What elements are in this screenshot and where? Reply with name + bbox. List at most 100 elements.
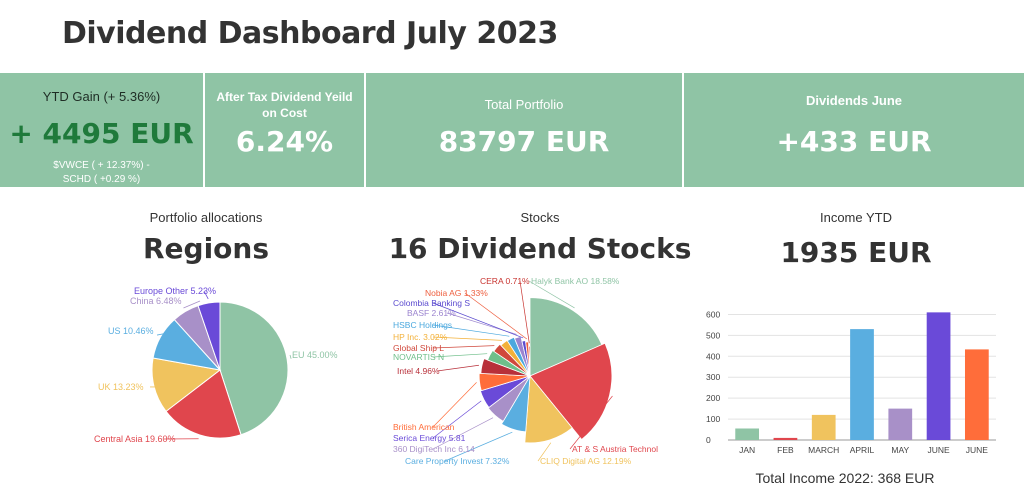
- stock-slice-novartis-n: [487, 349, 531, 377]
- y-tick-label: 300: [706, 372, 720, 382]
- stocks-pie-chart: Halyk Bank AO 18.58% AT & S Austria Techn…: [393, 276, 658, 466]
- pie-leader-line: [183, 300, 201, 309]
- stock-slice-360-digitech-inc: [487, 375, 531, 422]
- income-bar-june-6: [964, 349, 989, 440]
- income-bar-jan-0: [735, 428, 760, 440]
- pie-slice-label: US 10.46%: [108, 326, 154, 336]
- stock-slice-global-ship-l: [493, 343, 531, 377]
- stock-slice-label: CERA 0.71%: [480, 276, 530, 286]
- stock-slice-label: Nobia AG 1.33%: [425, 288, 488, 298]
- x-tick-label: JUNE: [966, 445, 989, 455]
- stock-slice-serica-energy: [479, 375, 531, 409]
- regions-section-title: Regions: [142, 232, 270, 265]
- stock-slice-cera: [528, 345, 531, 377]
- stock-slice-basf: [514, 335, 531, 377]
- pie-slice-label: Europe Other 5.23%: [134, 286, 216, 296]
- pie-slice-uk: [151, 357, 222, 413]
- stock-leader-line: [569, 395, 613, 450]
- y-tick-label: 400: [706, 351, 720, 361]
- pie-slice-label: Central Asia 19.60%: [94, 434, 176, 444]
- stock-slice-label: Colombia Banking S: [393, 298, 470, 308]
- stock-slice-label: Intel 4.96%: [397, 366, 440, 376]
- pie-slice-europe-other: [197, 301, 221, 371]
- kpi-portfolio-value: 83797 EUR: [438, 125, 610, 158]
- x-tick-label: FEB: [777, 445, 794, 455]
- stock-slice-label: Halyk Bank AO 18.58%: [531, 276, 620, 286]
- stock-slice-label: CLIQ Digital AG 12.19%: [540, 456, 632, 466]
- kpi-divider: [682, 73, 684, 187]
- stock-slice-cliq-digital-ag: [524, 374, 573, 444]
- kpi-total-portfolio: Total Portfolio 83797 EUR: [366, 73, 682, 187]
- income-bar-chart: 0 100 200 300 400 500 600 JAN FEB MARCH APRIL MAY JU…: [706, 309, 996, 455]
- income-bar-march-2: [811, 414, 836, 440]
- stock-slice-british-american: [478, 372, 531, 392]
- pie-slice-label: China 6.48%: [130, 296, 182, 306]
- stock-leader-line: [432, 400, 482, 439]
- stock-slice-label: NOVARTIS N: [393, 352, 444, 362]
- pie-leader-line: [289, 354, 292, 359]
- pie-slice-central-asia: [165, 369, 242, 439]
- kpi-june-value: +433 EUR: [776, 125, 932, 158]
- stock-leader-line: [432, 417, 494, 450]
- stock-slice-colombia-banking-s: [521, 340, 531, 377]
- stocks-section-title: 16 Dividend Stocks: [388, 232, 692, 265]
- kpi-ytd-label: YTD Gain (+ 5.36%): [42, 89, 161, 104]
- stock-slice-label: British American: [393, 422, 455, 432]
- income-bar-june-5: [926, 312, 951, 440]
- stocks-section-label: Stocks: [520, 210, 560, 225]
- stock-slice-label: AT & S Austria Technol: [572, 444, 658, 454]
- kpi-dividends-june: Dividends June +433 EUR: [684, 73, 1024, 187]
- pie-slice-label: UK 13.23%: [98, 382, 144, 392]
- stock-leader-line: [432, 353, 488, 358]
- x-tick-label: MAY: [891, 445, 909, 455]
- stock-slice-at-s-austria-technol: [529, 342, 613, 441]
- income-bar-may-4: [888, 408, 913, 440]
- stock-leader-line: [432, 345, 495, 349]
- stock-slice-care-property-invest: [501, 375, 531, 433]
- x-tick-label: APRIL: [850, 445, 875, 455]
- kpi-june-label: Dividends June: [805, 93, 903, 108]
- stock-leader-line: [537, 442, 552, 462]
- income-section-label: Income YTD: [819, 210, 892, 225]
- x-tick-label: MARCH: [808, 445, 839, 455]
- stock-leader-line: [432, 336, 503, 341]
- stock-slice-hsbc-holdings: [506, 336, 531, 377]
- stock-slice-halyk-bank-ao: [529, 297, 603, 377]
- income-bar-april-3: [850, 329, 874, 440]
- income-bar-feb-1: [773, 437, 798, 440]
- pie-slice-label: EU 45.00%: [292, 350, 338, 360]
- stock-slice-label: HSBC Holdings: [393, 320, 452, 330]
- y-tick-label: 600: [706, 309, 720, 319]
- regions-pie-chart: EU 45.00% Central Asia 19.60% UK 13.23% US …: [94, 286, 338, 444]
- y-tick-label: 100: [706, 414, 720, 424]
- stock-leader-line: [436, 364, 479, 372]
- y-tick-label: 0: [706, 435, 711, 445]
- y-tick-label: 200: [706, 393, 720, 403]
- income-section-title: 1935 EUR: [780, 236, 932, 269]
- kpi-yield-value: 6.24%: [235, 125, 334, 158]
- x-tick-label: JAN: [739, 445, 755, 455]
- stock-slice-label: Serica Energy 5.81: [393, 433, 466, 443]
- kpi-portfolio-label: Total Portfolio: [484, 97, 564, 112]
- stock-leader-line: [432, 382, 477, 428]
- kpi-ytd-gain: YTD Gain (+ 5.36%) + 4495 EUR $VWCE ( + …: [0, 73, 203, 187]
- stock-slice-label: Care Property Invest 7.32%: [405, 456, 510, 466]
- stock-slice-hp-inc-: [500, 339, 531, 377]
- stock-slice-label: BASF 2.61%: [407, 308, 456, 318]
- stock-slice-label: 360 DigiTech Inc 6.14: [393, 444, 475, 454]
- kpi-divider: [203, 73, 205, 187]
- stock-leader-line: [444, 431, 513, 462]
- stock-leader-line: [432, 302, 524, 339]
- stock-leader-line: [519, 280, 530, 344]
- stock-slice-label: Global Ship L: [393, 343, 444, 353]
- stock-leader-line: [432, 324, 510, 337]
- kpi-ytd-value: + 4495 EUR: [9, 117, 194, 150]
- kpi-strip: YTD Gain (+ 5.36%) + 4495 EUR $VWCE ( + …: [0, 73, 1024, 187]
- total-income-2022: Total Income 2022: 368 EUR: [755, 470, 935, 486]
- y-tick-label: 500: [706, 330, 720, 340]
- kpi-yield: After Tax Dividend Yeild on Cost 6.24%: [205, 73, 364, 187]
- x-tick-label: JUNE: [927, 445, 950, 455]
- regions-section-label: Portfolio allocations: [149, 210, 263, 225]
- page-title: Dividend Dashboard July 2023: [62, 16, 558, 51]
- pie-slice-eu: [219, 301, 289, 436]
